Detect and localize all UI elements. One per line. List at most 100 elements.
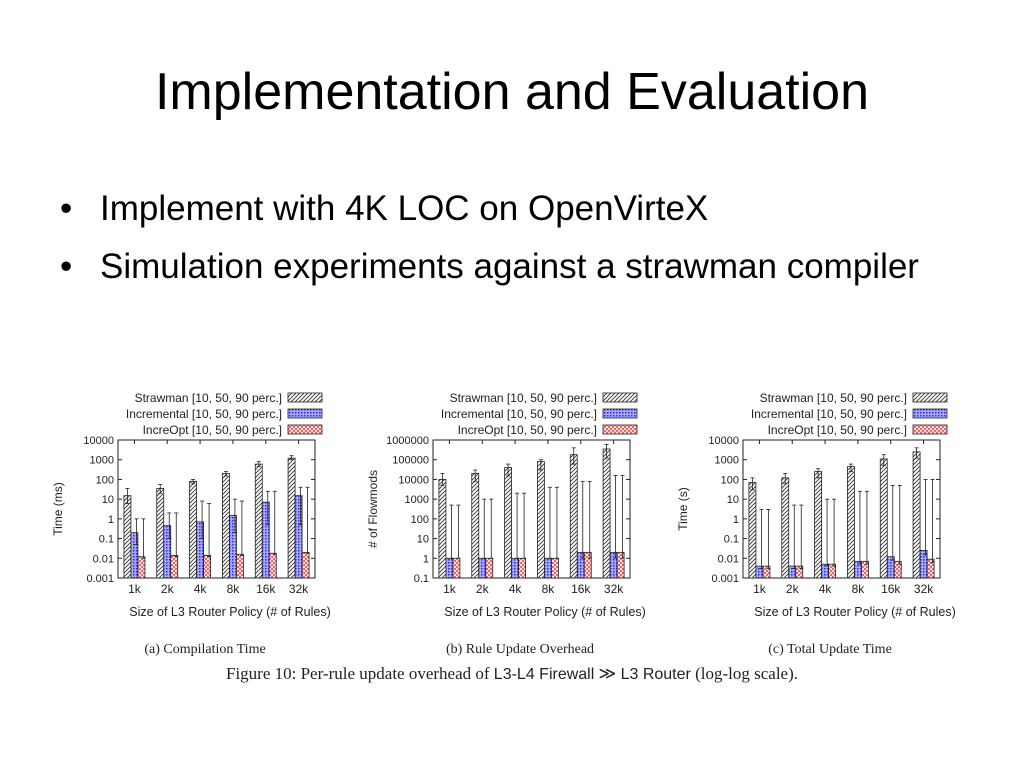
y-axis-label: # of Flowmods bbox=[366, 470, 380, 548]
figure-caption-symbol: ≫ bbox=[598, 664, 617, 683]
legend-swatch bbox=[912, 408, 948, 419]
y-tick-label: 1000 bbox=[405, 494, 429, 506]
bullet-icon: • bbox=[60, 247, 73, 286]
x-tick-label: 1k bbox=[753, 582, 767, 596]
bar bbox=[254, 463, 263, 579]
legend-swatch bbox=[602, 408, 638, 419]
subfigure-caption: (b) Rule Update Overhead bbox=[446, 642, 594, 657]
legend-swatch bbox=[287, 424, 323, 435]
bar bbox=[301, 551, 310, 579]
bar bbox=[926, 558, 935, 579]
legend-swatch bbox=[602, 424, 638, 435]
bar bbox=[163, 525, 172, 579]
y-tick-label: 0.1 bbox=[414, 573, 429, 585]
y-tick-label: 0.001 bbox=[711, 573, 739, 585]
x-tick-label: 1k bbox=[128, 582, 142, 596]
x-tick-label: 16k bbox=[256, 582, 276, 596]
x-axis-label: Size of L3 Router Policy (# of Rules) bbox=[754, 605, 955, 619]
y-tick-label: 100 bbox=[96, 474, 114, 486]
x-tick-label: 8k bbox=[227, 582, 241, 596]
bar bbox=[294, 495, 303, 579]
x-tick-label: 16k bbox=[881, 582, 901, 596]
bar bbox=[478, 557, 487, 579]
bar bbox=[485, 557, 494, 579]
bar bbox=[504, 467, 512, 579]
legend-label: Strawman [10, 50, 90 perc.] bbox=[760, 391, 907, 405]
bar bbox=[511, 557, 519, 579]
y-axis-label: Time (ms) bbox=[51, 482, 65, 536]
bar bbox=[583, 551, 592, 579]
legend-swatch bbox=[912, 424, 948, 435]
bar bbox=[569, 454, 578, 579]
y-tick-label: 0.01 bbox=[93, 553, 114, 565]
x-tick-label: 8k bbox=[542, 582, 556, 596]
bar bbox=[893, 560, 902, 579]
chart-svg: Strawman [10, 50, 90 perc.] Incremental [… bbox=[676, 391, 956, 657]
figure-caption: Figure 10: Per-rule update overhead of L… bbox=[0, 664, 1024, 684]
y-tick-label: 10000 bbox=[708, 435, 739, 447]
legend-label: Incremental [10, 50, 90 perc.] bbox=[441, 407, 597, 421]
x-tick-label: 2k bbox=[476, 582, 490, 596]
x-tick-label: 2k bbox=[161, 582, 175, 596]
bar bbox=[544, 557, 552, 579]
y-tick-label: 0.1 bbox=[724, 534, 739, 546]
y-tick-label: 1000 bbox=[715, 455, 739, 467]
bullet-item: • Implement with 4K LOC on OpenVirteX bbox=[60, 188, 980, 230]
y-tick-label: 10 bbox=[727, 494, 739, 506]
x-axis-label: Size of L3 Router Policy (# of Rules) bbox=[129, 605, 330, 619]
y-tick-label: 10 bbox=[102, 494, 114, 506]
bar bbox=[123, 495, 132, 579]
bullet-list: • Implement with 4K LOC on OpenVirteX • … bbox=[60, 188, 980, 304]
legend-label: Incremental [10, 50, 90 perc.] bbox=[126, 407, 282, 421]
y-axis-label: Time (s) bbox=[676, 487, 690, 531]
x-tick-label: 2k bbox=[786, 582, 800, 596]
chart-rule-update-overhead: Strawman [10, 50, 90 perc.] Incremental [… bbox=[355, 385, 685, 665]
figure-caption-prefix: Figure 10: Per-rule update overhead of bbox=[226, 664, 490, 683]
bar bbox=[203, 555, 211, 579]
bar bbox=[471, 473, 480, 579]
bar bbox=[452, 557, 461, 579]
legend-swatch bbox=[912, 392, 948, 403]
bar bbox=[616, 551, 625, 579]
bar bbox=[229, 514, 237, 579]
chart-compilation-time: Strawman [10, 50, 90 perc.] Incremental [… bbox=[40, 385, 370, 665]
x-tick-label: 32k bbox=[604, 582, 624, 596]
y-tick-label: 0.001 bbox=[86, 573, 114, 585]
y-tick-label: 1000 bbox=[90, 455, 114, 467]
bar bbox=[189, 480, 197, 579]
bar bbox=[602, 448, 611, 579]
y-tick-label: 100000 bbox=[392, 455, 429, 467]
legend-label: Strawman [10, 50, 90 perc.] bbox=[135, 391, 282, 405]
chart-svg: Strawman [10, 50, 90 perc.] Incremental [… bbox=[366, 391, 646, 657]
bar bbox=[788, 565, 797, 579]
x-tick-label: 4k bbox=[194, 582, 208, 596]
bar bbox=[814, 471, 822, 579]
legend-swatch bbox=[287, 392, 323, 403]
x-axis-label: Size of L3 Router Policy (# of Rules) bbox=[444, 605, 645, 619]
bullet-icon: • bbox=[60, 189, 73, 228]
legend-label: IncreOpt [10, 50, 90 perc.] bbox=[458, 423, 597, 437]
subfigure-caption: (a) Compilation Time bbox=[144, 642, 265, 657]
bar bbox=[518, 557, 526, 579]
bar bbox=[137, 556, 146, 579]
y-tick-label: 0.01 bbox=[718, 553, 739, 565]
x-tick-label: 32k bbox=[289, 582, 309, 596]
bar bbox=[287, 457, 296, 579]
bar bbox=[170, 555, 179, 579]
bar bbox=[268, 552, 277, 579]
legend-swatch bbox=[287, 408, 323, 419]
y-tick-label: 1 bbox=[108, 514, 114, 526]
bar bbox=[537, 461, 545, 579]
y-tick-label: 10000 bbox=[398, 474, 429, 486]
x-tick-label: 4k bbox=[509, 582, 523, 596]
y-tick-label: 1 bbox=[423, 553, 429, 565]
x-tick-label: 8k bbox=[852, 582, 866, 596]
bar bbox=[912, 451, 921, 579]
bar bbox=[861, 560, 869, 579]
bar bbox=[222, 473, 230, 579]
y-tick-label: 100 bbox=[721, 474, 739, 486]
bar bbox=[576, 551, 585, 579]
legend-label: Strawman [10, 50, 90 perc.] bbox=[450, 391, 597, 405]
bar bbox=[879, 458, 888, 579]
bar bbox=[236, 553, 244, 579]
